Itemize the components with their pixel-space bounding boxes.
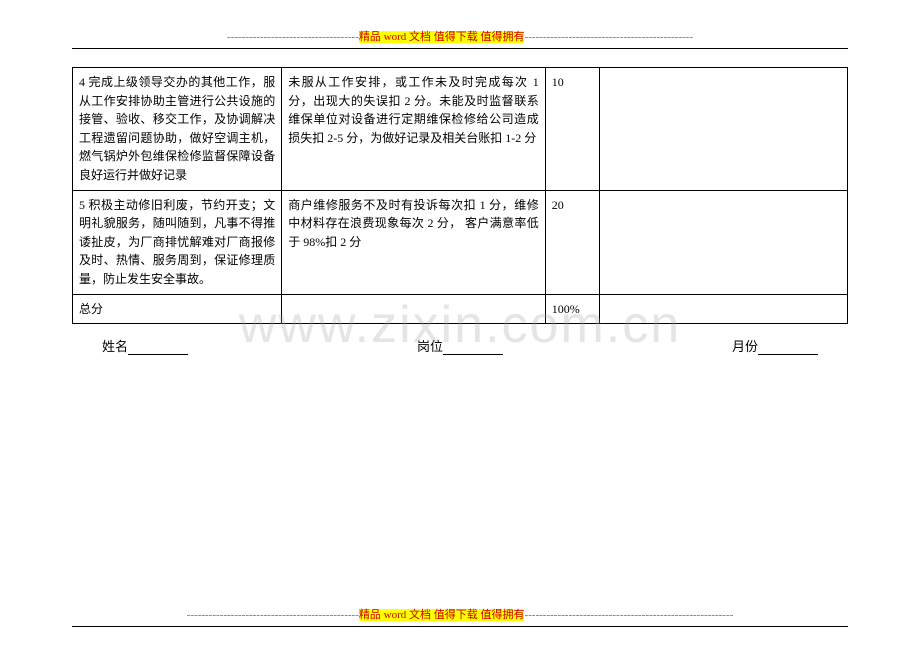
name-underline (128, 341, 188, 355)
table-row: 4 完成上级领导交办的其他工作，服从工作安排协助主管进行公共设施的接管、验收、移… (73, 68, 848, 191)
table-row: 5 积极主动修旧利废，节约开支；文明礼貌服务，随叫随到，凡事不得推诿扯皮，为厂商… (73, 190, 848, 294)
position-underline (443, 341, 503, 355)
cell-total-label: 总分 (73, 294, 282, 324)
header-dashes-left: ------------------------------------ (227, 31, 359, 43)
header-banner: ------------------------------------精品 w… (72, 28, 848, 44)
header-rule (72, 48, 848, 49)
footer-text: 精品 word 文档 值得下载 值得拥有 (359, 609, 525, 621)
footer-area: ----------------------------------------… (72, 606, 848, 627)
cell-criteria: 未服从工作安排，或工作未及时完成每次 1 分，出现大的失误扣 2 分。未能及时监… (282, 68, 546, 191)
cell-total-value: 100% (545, 294, 599, 324)
name-field: 姓名 (102, 336, 188, 355)
month-label: 月份 (732, 339, 758, 354)
header-text: 精品 word 文档 值得下载 值得拥有 (359, 31, 525, 43)
cell-blank (600, 190, 848, 294)
table-total-row: 总分 100% (73, 294, 848, 324)
footer-dashes-right: ----------------------------------------… (524, 609, 733, 621)
cell-score: 20 (545, 190, 599, 294)
document-page: ------------------------------------精品 w… (0, 0, 920, 355)
position-label: 岗位 (417, 339, 443, 354)
cell-criteria: 商户维修服务不及时有投诉每次扣 1 分，维修中材料存在浪费现象每次 2 分， 客… (282, 190, 546, 294)
cell-blank (600, 294, 848, 324)
signature-line: 姓名 岗位 月份 (72, 336, 848, 355)
name-label: 姓名 (102, 339, 128, 354)
footer-rule (72, 626, 848, 627)
month-field: 月份 (732, 336, 818, 355)
cell-blank (282, 294, 546, 324)
cell-item: 4 完成上级领导交办的其他工作，服从工作安排协助主管进行公共设施的接管、验收、移… (73, 68, 282, 191)
footer-banner: ----------------------------------------… (72, 606, 848, 622)
assessment-table: 4 完成上级领导交办的其他工作，服从工作安排协助主管进行公共设施的接管、验收、移… (72, 67, 848, 324)
footer-dashes-left: ----------------------------------------… (187, 609, 359, 621)
cell-blank (600, 68, 848, 191)
cell-score: 10 (545, 68, 599, 191)
month-underline (758, 341, 818, 355)
cell-item: 5 积极主动修旧利废，节约开支；文明礼貌服务，随叫随到，凡事不得推诿扯皮，为厂商… (73, 190, 282, 294)
header-dashes-right: ----------------------------------------… (524, 31, 693, 43)
position-field: 岗位 (417, 336, 503, 355)
